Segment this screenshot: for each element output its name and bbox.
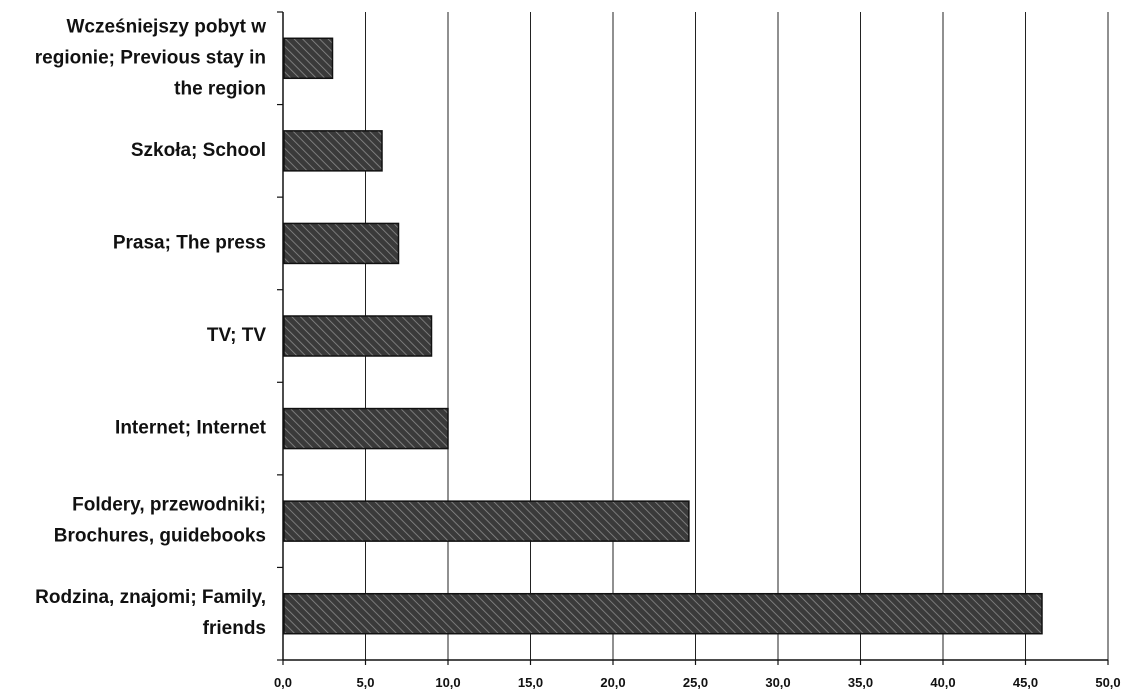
x-tick-label: 15,0: [518, 675, 543, 690]
category-label: Szkoła; School: [131, 140, 266, 161]
gridlines: [365, 12, 1109, 660]
category-label: Internet; Internet: [115, 418, 267, 439]
x-tick-label: 35,0: [848, 675, 873, 690]
x-tick-label: 50,0: [1095, 675, 1120, 690]
category-label-line: friends: [203, 618, 266, 639]
x-tick-labels: 0,0 5,0 10,0 15,0 20,0 25,0 30,0 35,0 40,0 45,0 50…: [274, 675, 1121, 690]
bar-4: [283, 407, 449, 450]
category-label: TV; TV: [207, 325, 266, 346]
category-label-line: Internet; Internet: [115, 418, 267, 439]
x-tick-label: 0,0: [274, 675, 292, 690]
category-label: Rodzina, znajomi; Family, friends: [35, 587, 266, 639]
x-tick-label: 40,0: [930, 675, 955, 690]
category-label-line: Prasa; The press: [113, 232, 266, 253]
x-tick-label: 20,0: [600, 675, 625, 690]
x-tick-label: 30,0: [765, 675, 790, 690]
category-label: Wcześniejszy pobyt w regionie; Previous s…: [35, 16, 266, 99]
bar-5: [283, 500, 690, 542]
bar-1: [283, 130, 383, 172]
category-labels: Wcześniejszy pobyt w regionie; Previous s…: [35, 16, 267, 639]
bar-6: [283, 592, 1043, 635]
category-label-line: Rodzina, znajomi; Family,: [35, 587, 266, 608]
category-label-line: TV; TV: [207, 325, 266, 346]
bar-2: [283, 222, 400, 265]
category-label-line: Foldery, przewodniki;: [72, 495, 266, 516]
x-tick-label: 5,0: [356, 675, 374, 690]
axes: [277, 11, 1109, 665]
bar-3: [283, 315, 433, 357]
x-tick-label: 10,0: [435, 675, 460, 690]
category-label: Foldery, przewodniki; Brochures, guideboo…: [54, 495, 266, 547]
category-label-line: Wcześniejszy pobyt w: [66, 16, 266, 37]
x-tick-label: 45,0: [1013, 675, 1038, 690]
bars: [283, 37, 1043, 635]
category-label-line: regionie; Previous stay in: [35, 47, 266, 68]
category-label: Prasa; The press: [113, 232, 266, 253]
x-tick-label: 25,0: [683, 675, 708, 690]
category-label-line: the region: [174, 78, 266, 99]
bar-0: [283, 37, 334, 80]
category-label-line: Brochures, guidebooks: [54, 526, 266, 547]
category-label-line: Szkoła; School: [131, 140, 266, 161]
